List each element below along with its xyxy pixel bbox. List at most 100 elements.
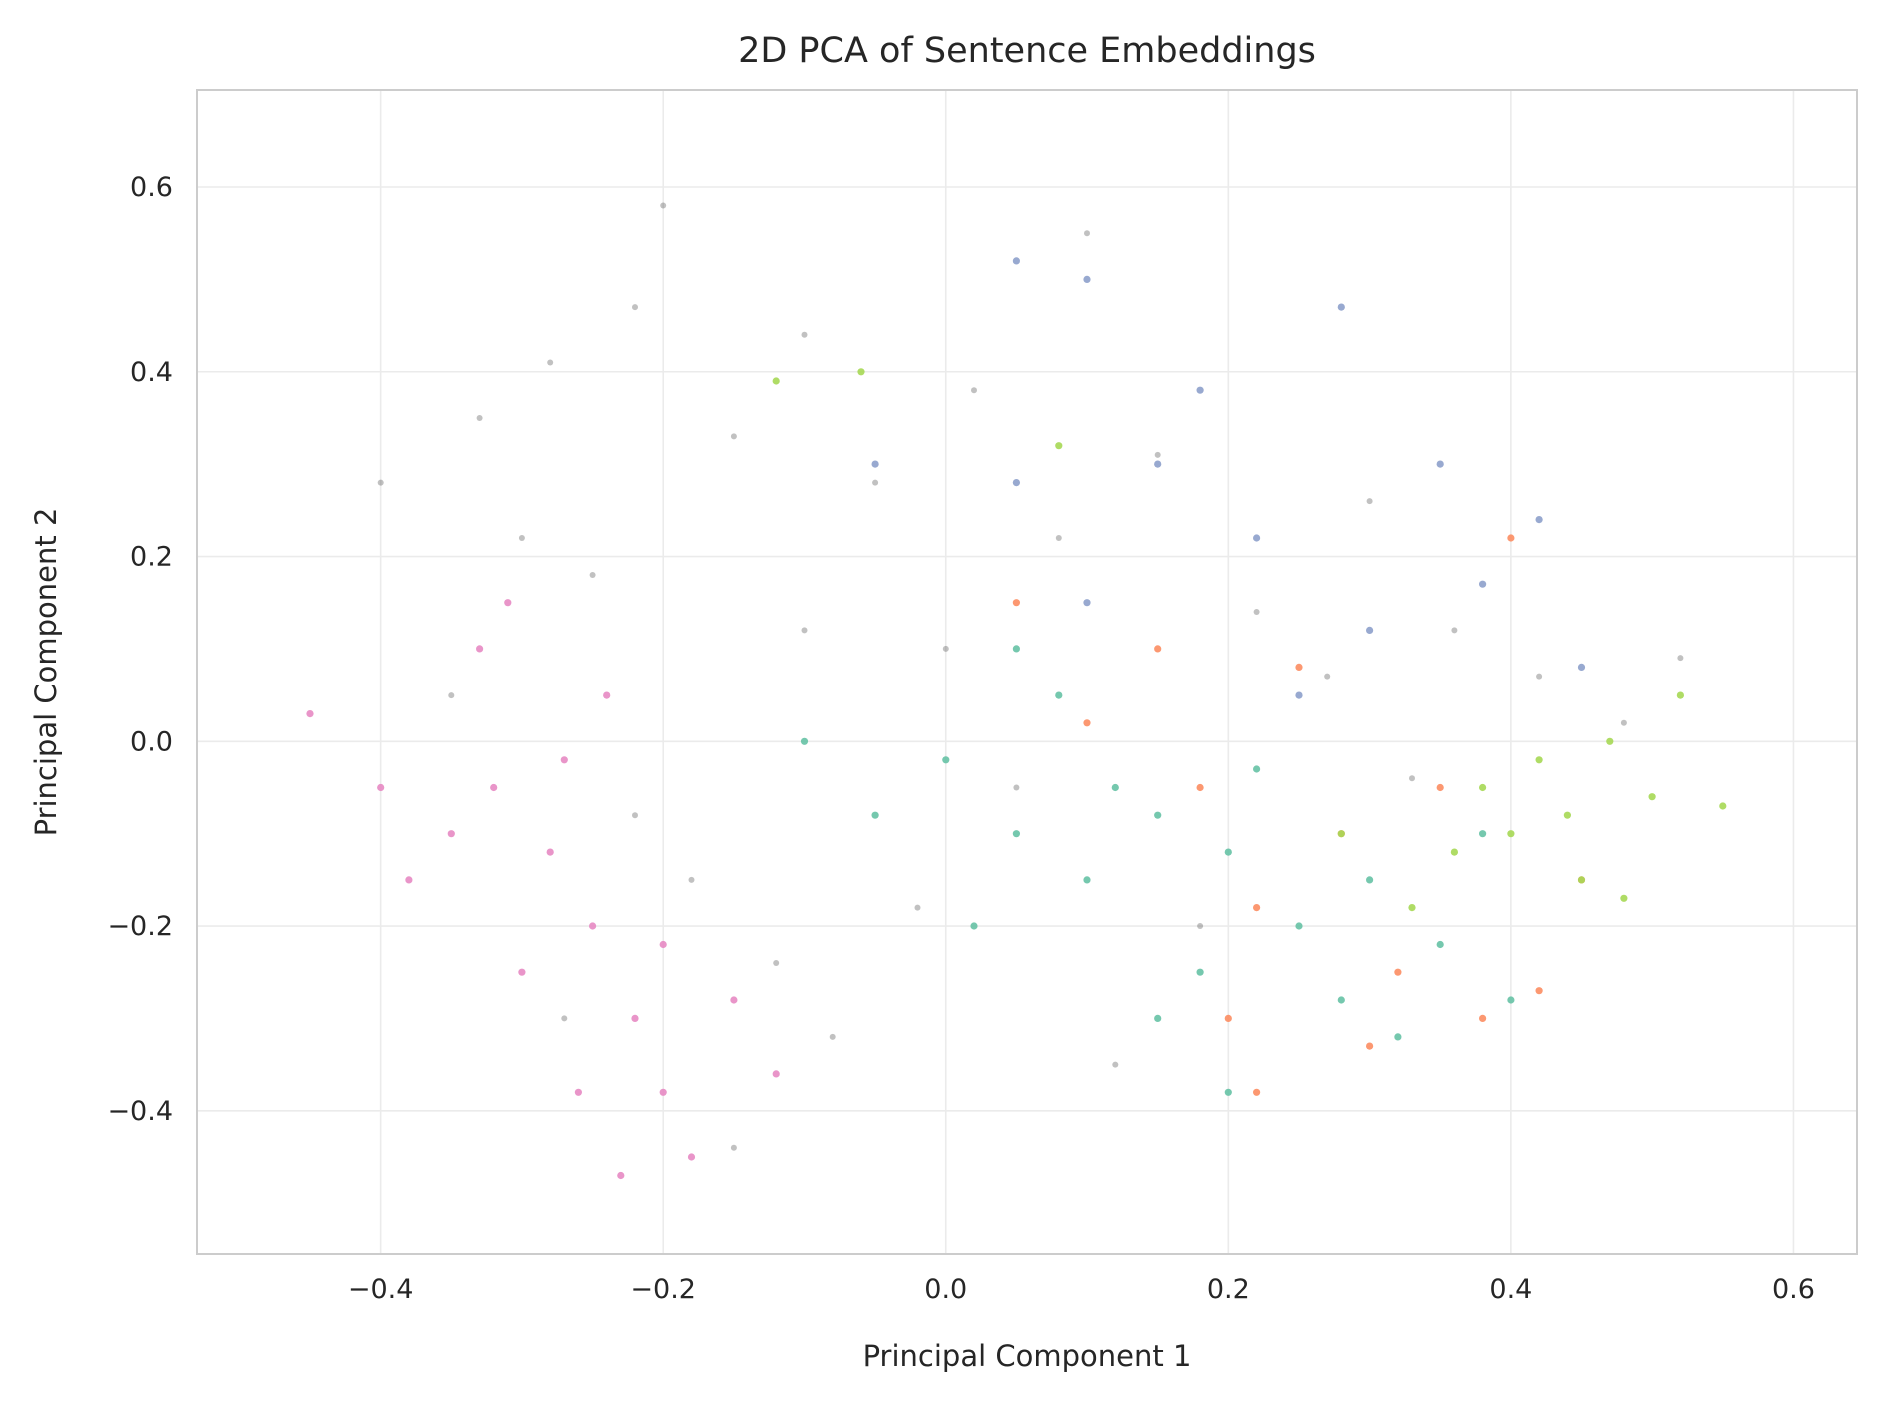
series-0 — [377, 202, 1684, 1151]
scatter-point — [1012, 645, 1021, 653]
scatter-point — [632, 304, 638, 311]
scatter-point — [1563, 811, 1571, 819]
scatter-point — [660, 202, 667, 209]
scatter-point — [405, 876, 413, 884]
scatter-point — [1196, 968, 1204, 976]
scatter-point — [1253, 765, 1261, 773]
scatter-point — [504, 599, 512, 607]
scatter-point — [1507, 830, 1515, 838]
scatter-point — [447, 830, 455, 838]
scatter-point — [1012, 599, 1021, 607]
series-4 — [871, 257, 1586, 699]
scatter-point — [1253, 609, 1260, 615]
scatter-point — [772, 1070, 780, 1078]
scatter-point — [1535, 516, 1543, 524]
scatter-point — [306, 710, 314, 718]
x-tick-label: 0.6 — [1772, 1274, 1815, 1305]
y-tick-label: −0.2 — [107, 911, 173, 942]
x-tick-label: −0.2 — [630, 1274, 696, 1305]
scatter-point — [589, 922, 597, 930]
y-axis-title: Principal Component 2 — [29, 508, 63, 837]
scatter-point — [518, 968, 526, 976]
scatter-point — [942, 645, 949, 652]
scatter-point — [1012, 479, 1021, 487]
scatter-point — [1295, 922, 1303, 930]
scatter-point — [1224, 1014, 1232, 1023]
scatter-point — [518, 535, 525, 541]
scatter-point — [1224, 848, 1232, 856]
scatter-point — [1196, 783, 1204, 792]
x-tick-label: −0.4 — [348, 1274, 414, 1305]
scatter-point — [1648, 793, 1656, 801]
scatter-point — [1507, 996, 1515, 1004]
scatter-point — [1083, 275, 1091, 283]
scatter-point — [871, 460, 879, 468]
scatter-point — [631, 1014, 639, 1023]
scatter-point — [603, 691, 611, 699]
scatter-point — [1620, 719, 1627, 726]
scatter-point — [1154, 451, 1161, 458]
scatter-point — [1535, 756, 1543, 764]
scatter-point — [1154, 1014, 1162, 1023]
scatter-point — [1394, 1033, 1402, 1041]
scatter-point — [560, 756, 568, 764]
scatter-point — [574, 1088, 583, 1096]
scatter-point — [1295, 663, 1303, 672]
scatter-point — [1577, 663, 1586, 672]
scatter-point — [1620, 894, 1628, 902]
scatter-point — [1408, 904, 1416, 912]
data-points — [306, 202, 1727, 1180]
scatter-point — [490, 783, 498, 792]
scatter-point — [1507, 534, 1515, 542]
scatter-point — [1536, 673, 1543, 680]
scatter-point — [872, 479, 879, 486]
scatter-point — [1677, 655, 1684, 662]
x-tick-label: 0.2 — [1207, 1274, 1250, 1305]
scatter-point — [1154, 645, 1162, 653]
scatter-point — [1253, 534, 1261, 542]
scatter-point — [1409, 775, 1415, 782]
scatter-point — [1337, 830, 1345, 838]
scatter-point — [1055, 442, 1063, 450]
scatter-point — [1112, 1061, 1119, 1068]
scatter-point — [1154, 811, 1162, 819]
y-tick-label: 0.6 — [130, 172, 173, 203]
plot-area-frame — [196, 89, 1858, 1255]
scatter-point — [1606, 737, 1614, 745]
scatter-point — [871, 811, 879, 819]
scatter-point — [1055, 691, 1063, 699]
scatter-point — [1479, 580, 1487, 588]
scatter-point — [970, 922, 978, 930]
scatter-point — [1224, 1088, 1232, 1096]
scatter-point — [1253, 904, 1261, 912]
scatter-point — [1436, 460, 1444, 468]
scatter-point — [914, 904, 921, 911]
scatter-point — [1055, 535, 1062, 541]
scatter-point — [1535, 987, 1543, 995]
scatter-point — [1084, 230, 1090, 237]
chart-title: 2D PCA of Sentence Embeddings — [738, 31, 1316, 71]
scatter-point — [688, 876, 695, 883]
scatter-point — [773, 960, 780, 966]
scatter-point — [1479, 830, 1487, 838]
scatter-point — [687, 1153, 696, 1161]
scatter-point — [1154, 460, 1162, 468]
scatter-point — [1366, 1042, 1374, 1050]
scatter-point — [1013, 784, 1020, 791]
scatter-point — [730, 433, 737, 440]
scatter-point — [800, 737, 809, 745]
scatter-point — [1083, 719, 1091, 727]
scatter-point — [1394, 968, 1402, 976]
scatter-point — [857, 368, 865, 376]
scatter-point — [1111, 783, 1119, 792]
scatter-point — [1083, 599, 1091, 607]
scatter-point — [659, 1088, 667, 1096]
scatter-point — [476, 645, 484, 653]
scatter-point — [561, 1015, 568, 1022]
scatter-point — [1196, 386, 1204, 394]
x-tick-label: 0.4 — [1489, 1274, 1532, 1305]
scatter-point — [1436, 783, 1444, 792]
scatter-point — [377, 479, 384, 486]
y-axis-ticks: −0.4 −0.2 0.0 0.2 0.4 0.6 — [107, 172, 173, 1127]
